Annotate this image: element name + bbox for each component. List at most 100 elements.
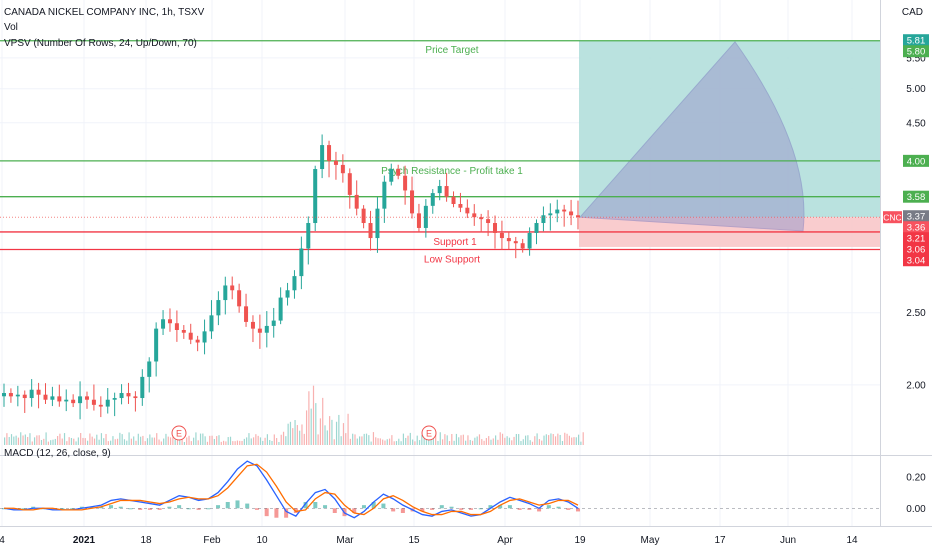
candle-body[interactable]: [223, 285, 228, 301]
candle-body[interactable]: [257, 328, 262, 333]
candle-body[interactable]: [292, 276, 297, 291]
earnings-marker[interactable]: [421, 425, 437, 441]
candle-body[interactable]: [347, 173, 352, 195]
candle-body[interactable]: [486, 219, 491, 224]
candle-body[interactable]: [472, 213, 477, 218]
candle-body[interactable]: [167, 319, 172, 324]
candle-body[interactable]: [354, 194, 359, 209]
volume-bar: [508, 437, 511, 445]
candle-body[interactable]: [209, 315, 214, 332]
candle-body[interactable]: [513, 241, 518, 244]
candle-body[interactable]: [98, 404, 103, 407]
candle-body[interactable]: [313, 169, 318, 224]
earnings-marker[interactable]: [171, 425, 187, 441]
candle-body[interactable]: [2, 393, 6, 397]
candle-body[interactable]: [423, 205, 428, 228]
candle-body[interactable]: [64, 399, 69, 402]
volume-bar: [393, 441, 395, 445]
candle-body[interactable]: [285, 290, 290, 298]
candle-body[interactable]: [410, 190, 415, 214]
volume-bar: [395, 441, 398, 445]
candle-body[interactable]: [174, 323, 179, 330]
candle-body[interactable]: [84, 396, 89, 400]
candle-body[interactable]: [161, 319, 166, 329]
candle-body[interactable]: [147, 361, 152, 377]
candle-body[interactable]: [520, 243, 525, 249]
volume-bar: [176, 436, 179, 445]
candle-body[interactable]: [57, 396, 62, 402]
volume-bar: [543, 435, 545, 445]
candle-body[interactable]: [71, 399, 76, 404]
candle-body[interactable]: [444, 186, 449, 197]
candle-body[interactable]: [154, 328, 159, 362]
candle-body[interactable]: [569, 211, 574, 216]
candle-body[interactable]: [320, 145, 325, 170]
candle-body[interactable]: [506, 238, 511, 242]
candle-body[interactable]: [237, 290, 242, 307]
candle-body[interactable]: [465, 207, 470, 214]
candle-body[interactable]: [105, 399, 110, 407]
volume-bar: [329, 416, 331, 445]
candle-body[interactable]: [91, 399, 96, 405]
candle-body[interactable]: [548, 213, 553, 216]
candle-body[interactable]: [541, 215, 546, 224]
candle-body[interactable]: [451, 196, 456, 205]
candle-body[interactable]: [230, 285, 235, 291]
candle-body[interactable]: [361, 208, 366, 224]
candle-body[interactable]: [382, 181, 387, 209]
candle-body[interactable]: [389, 169, 394, 182]
candle-body[interactable]: [368, 223, 373, 239]
candle-body[interactable]: [416, 213, 421, 228]
candle-body[interactable]: [333, 160, 338, 165]
candle-body[interactable]: [499, 232, 504, 239]
candle-body[interactable]: [36, 389, 41, 395]
x-tick-label: Mar: [336, 535, 354, 546]
candle-body[interactable]: [43, 394, 48, 400]
candle-body[interactable]: [29, 389, 34, 399]
candle-body[interactable]: [576, 215, 580, 218]
candle-body[interactable]: [8, 393, 13, 397]
macd-series-line[interactable]: [4, 463, 579, 516]
macd-histogram-bar: [216, 505, 221, 509]
candle-body[interactable]: [479, 217, 484, 220]
candle-body[interactable]: [216, 300, 221, 316]
candle-body[interactable]: [271, 320, 276, 326]
candle-body[interactable]: [278, 297, 283, 321]
candle-body[interactable]: [22, 394, 27, 399]
candle-body[interactable]: [50, 396, 55, 400]
candle-body[interactable]: [140, 376, 145, 399]
volume-bar: [354, 434, 356, 445]
candle-body[interactable]: [327, 145, 332, 161]
projection-wedge[interactable]: [578, 41, 805, 232]
candle-body[interactable]: [15, 394, 20, 397]
candle-body[interactable]: [562, 209, 567, 212]
candle-body[interactable]: [375, 208, 380, 239]
candle-body[interactable]: [403, 175, 408, 191]
candle-body[interactable]: [458, 204, 463, 208]
candle-body[interactable]: [181, 329, 186, 333]
candle-body[interactable]: [340, 164, 345, 174]
candle-body[interactable]: [527, 232, 532, 249]
candle-body[interactable]: [493, 223, 498, 233]
candle-body[interactable]: [195, 339, 200, 343]
candle-body[interactable]: [299, 248, 304, 277]
candle-body[interactable]: [133, 396, 138, 399]
candle-body[interactable]: [534, 223, 539, 233]
candle-body[interactable]: [202, 331, 207, 343]
candle-body[interactable]: [430, 193, 435, 206]
candle-body[interactable]: [126, 393, 131, 397]
candle-body[interactable]: [250, 321, 255, 329]
candle-body[interactable]: [244, 306, 249, 322]
candle-body[interactable]: [119, 393, 124, 399]
candle-body[interactable]: [78, 396, 83, 404]
macd-pane[interactable]: [0, 456, 880, 526]
candle-body[interactable]: [396, 169, 401, 176]
candle-body[interactable]: [437, 186, 442, 194]
candle-body[interactable]: [306, 223, 311, 249]
candle-body[interactable]: [112, 398, 117, 400]
candle-body[interactable]: [264, 325, 269, 333]
candle-body[interactable]: [188, 332, 193, 340]
candle-body[interactable]: [555, 209, 560, 214]
